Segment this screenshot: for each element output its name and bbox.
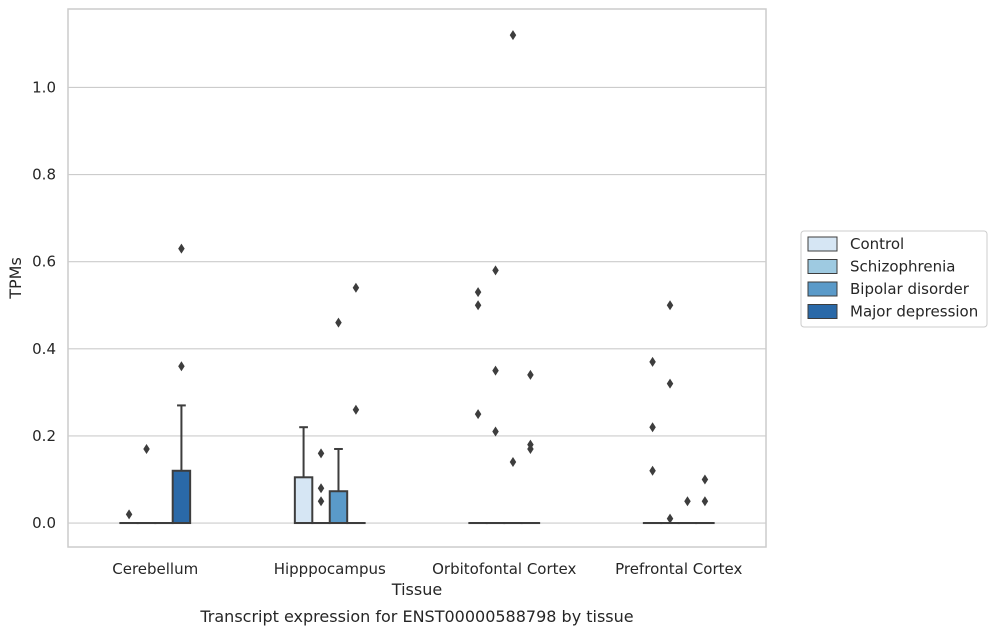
outlier-point: [178, 361, 185, 372]
outlier-point: [527, 369, 534, 380]
legend-swatch: [807, 281, 838, 297]
outlier-point: [666, 378, 674, 389]
outlier-point: [701, 496, 709, 507]
x-tick-label: Prefrontal Cortex: [615, 560, 742, 578]
outlier-point: [143, 443, 150, 454]
outlier-point: [352, 282, 360, 293]
y-axis-title: TPMs: [6, 257, 25, 300]
outlier-point: [492, 426, 499, 437]
outlier-point: [649, 465, 656, 476]
outlier-point: [317, 483, 325, 494]
boxes: [119, 404, 715, 525]
y-tick-label: 0.8: [32, 166, 56, 184]
outlier-point: [492, 265, 499, 276]
x-tick-label: Cerebellum: [112, 560, 198, 578]
outlier-point: [701, 474, 709, 485]
legend-label: Major depression: [850, 303, 978, 321]
outlier-point: [492, 365, 499, 376]
outlier-point: [666, 300, 674, 311]
box-2-1: [328, 447, 349, 525]
y-tick-label: 0.6: [32, 253, 56, 271]
outlier-point: [335, 317, 342, 328]
legend-swatch: [807, 236, 838, 252]
box-body: [293, 476, 314, 525]
x-tick-labels: Cerebellum Hipppocampus Orbitofontal Corte…: [112, 560, 742, 578]
outlier-points: [125, 30, 709, 524]
legend-swatch: [807, 259, 838, 274]
outlier-point: [474, 409, 482, 420]
x-tick-label: Orbitofontal Cortex: [432, 560, 576, 578]
outlier-point: [474, 287, 482, 298]
outlier-point: [527, 443, 534, 454]
box-body: [171, 469, 192, 525]
legend-frame: [800, 230, 988, 328]
outlier-point: [666, 513, 674, 524]
outlier-point: [649, 422, 656, 433]
outlier-point: [474, 300, 482, 311]
y-gridlines: [68, 86, 766, 524]
legend-label: Control: [850, 235, 904, 253]
y-tick-label: 0.2: [32, 427, 56, 445]
outlier-point: [317, 448, 325, 459]
outlier-point: [317, 496, 325, 507]
x-axis-title: Tissue: [391, 580, 442, 599]
chart-caption: Transcript expression for ENST0000058879…: [199, 607, 633, 626]
legend-label: Schizophrenia: [850, 258, 955, 276]
y-tick-label: 0.0: [32, 514, 56, 532]
y-tick-label: 0.4: [32, 340, 56, 358]
box-body: [328, 490, 349, 525]
plot-frame: [67, 8, 767, 548]
legend-swatch: [807, 304, 838, 319]
box-3-0: [171, 404, 192, 525]
legend: Control Schizophrenia Bipolar disorder Majo…: [800, 230, 988, 328]
legend-label: Bipolar disorder: [850, 280, 970, 298]
outlier-point: [352, 404, 360, 415]
outlier-point: [509, 30, 517, 41]
outlier-point: [509, 457, 517, 468]
x-tick-label: Hipppocampus: [274, 560, 386, 578]
box-0-1: [293, 426, 314, 525]
y-tick-labels: 0.0 0.2 0.4 0.6 0.8 1.0: [32, 78, 56, 532]
outlier-point: [178, 243, 185, 254]
y-tick-label: 1.0: [32, 78, 56, 96]
outlier-point: [684, 496, 691, 507]
outlier-point: [125, 509, 133, 520]
outlier-point: [649, 356, 656, 367]
